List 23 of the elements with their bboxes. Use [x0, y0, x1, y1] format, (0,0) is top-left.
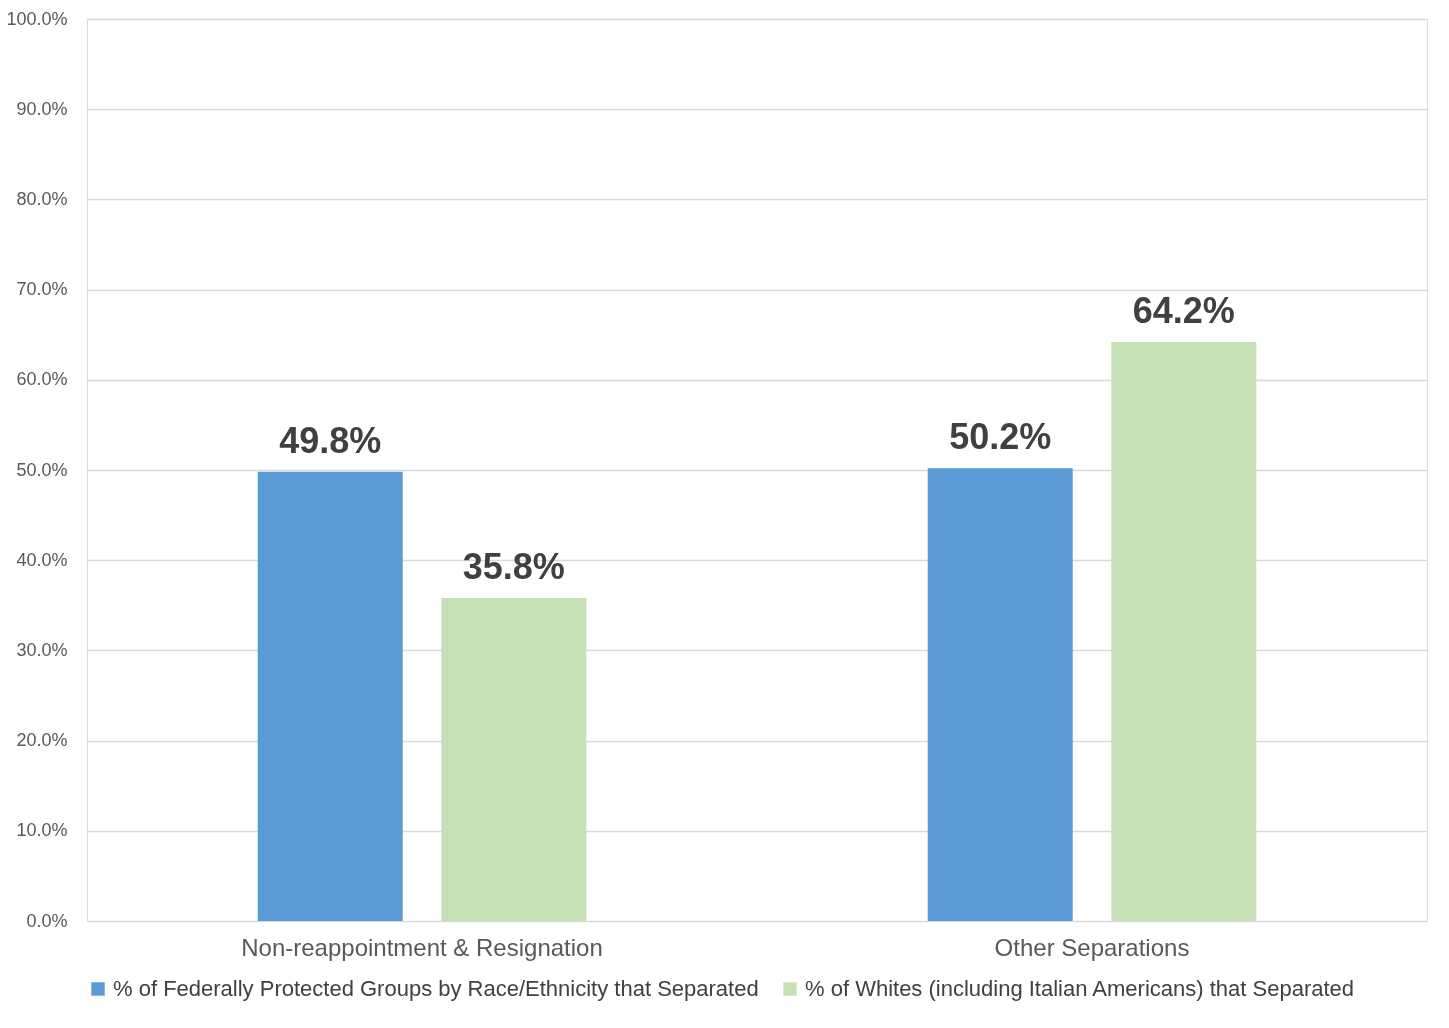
- x-tick-label: Non-reappointment & Resignation: [241, 933, 603, 961]
- data-label: 35.8%: [462, 546, 565, 588]
- y-tick-label: 60.0%: [16, 369, 68, 390]
- data-label: 64.2%: [1132, 289, 1235, 331]
- bar: [441, 598, 587, 921]
- y-tick-label: 20.0%: [16, 730, 68, 751]
- y-tick-label: 70.0%: [16, 279, 68, 300]
- y-tick-label: 30.0%: [16, 639, 68, 660]
- y-tick-label: 50.0%: [16, 459, 68, 480]
- bar: [257, 471, 403, 921]
- y-tick-label: 0.0%: [26, 910, 68, 931]
- y-tick-label: 90.0%: [16, 98, 68, 119]
- y-tick-label: 100.0%: [6, 8, 68, 29]
- data-label: 50.2%: [949, 416, 1052, 458]
- y-tick-label: 80.0%: [16, 188, 68, 209]
- data-label: 49.8%: [279, 419, 382, 461]
- bar: [1111, 341, 1257, 921]
- y-tick-label: 10.0%: [16, 820, 68, 841]
- legend-label: % of Federally Protected Groups by Race/Ethnicity that Separated: [113, 976, 759, 1001]
- bar: [927, 468, 1073, 921]
- y-tick-label: 40.0%: [16, 549, 68, 570]
- x-tick-label: Other Separations: [994, 933, 1190, 961]
- legend-label: % of Whites (including Italian Americans) that Separated: [805, 976, 1355, 1001]
